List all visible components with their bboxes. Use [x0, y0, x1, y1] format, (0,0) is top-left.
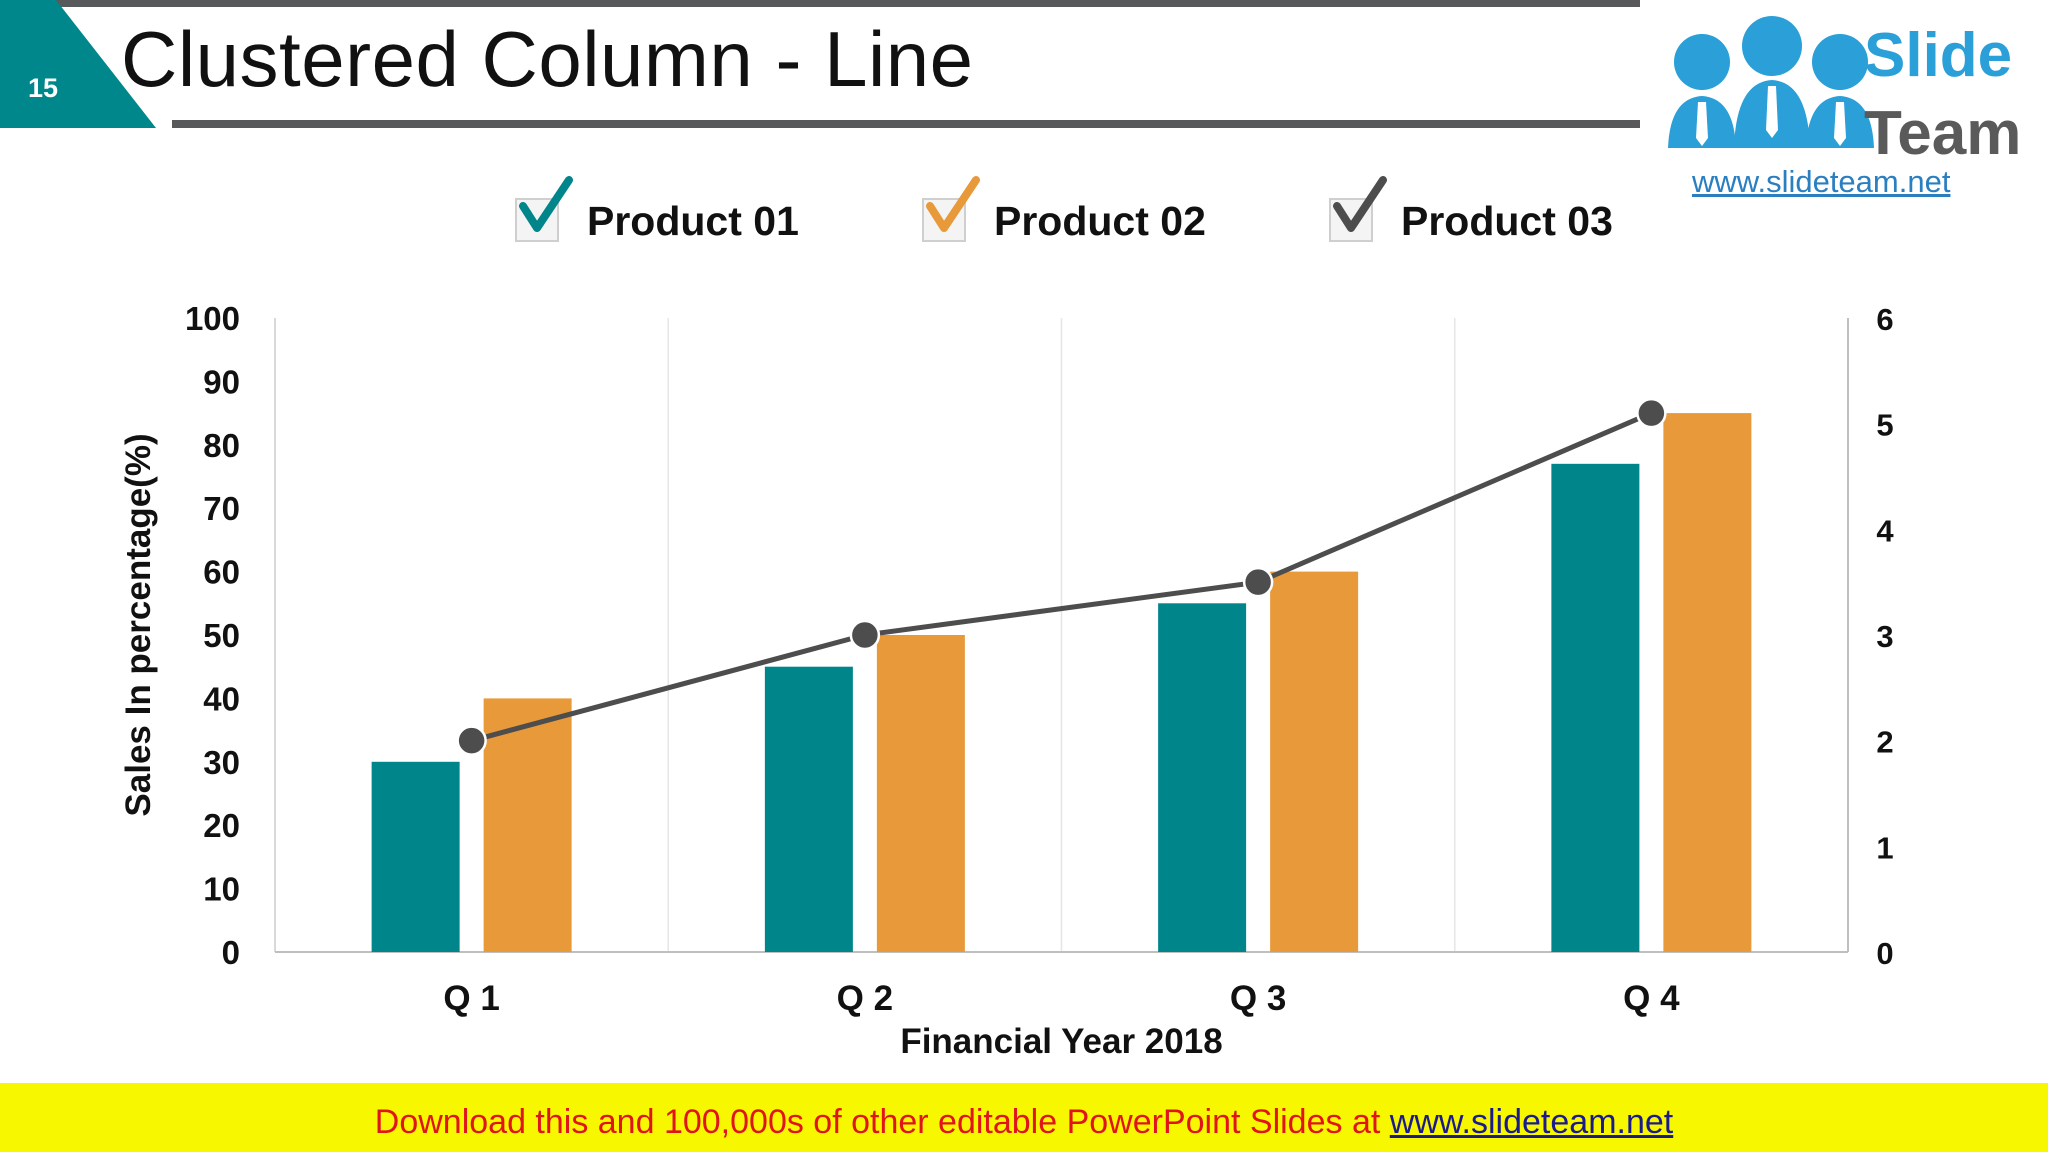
slideteam-logo: Slide Team www.slideteam.net — [1640, 0, 2048, 206]
y-tick-label: 20 — [203, 807, 240, 844]
banner-message: Download this and 100,000s of other edit… — [374, 1103, 1390, 1141]
logo-url-link[interactable]: www.slideteam.net — [1692, 164, 1951, 199]
x-tick-label: Q 2 — [837, 979, 893, 1018]
y2-tick-label: 1 — [1876, 830, 1893, 865]
y2-tick-label: 6 — [1876, 302, 1893, 337]
legend-label: Product 01 — [587, 198, 799, 244]
checkmark-icon — [519, 176, 573, 232]
checkmark-icon — [926, 176, 980, 232]
bar-product-02 — [483, 698, 572, 952]
y-tick-label: 0 — [222, 934, 240, 971]
bar-product-01 — [371, 761, 460, 952]
y-tick-label: 60 — [203, 554, 240, 591]
slide-number: 15 — [28, 73, 59, 103]
x-tick-label: Q 4 — [1623, 979, 1680, 1018]
line-point — [1242, 566, 1274, 598]
bar-product-01 — [1551, 463, 1640, 952]
x-axis-title: Financial Year 2018 — [900, 1022, 1222, 1061]
y-tick-label: 70 — [203, 490, 240, 527]
y-tick-label: 10 — [203, 871, 240, 908]
bar-product-02 — [876, 635, 965, 952]
y2-tick-label: 2 — [1876, 725, 1893, 760]
bar-product-01 — [1158, 603, 1247, 952]
download-banner — [0, 1083, 2048, 1152]
y2-tick-label: 5 — [1876, 408, 1893, 443]
top-rule — [28, 0, 1640, 7]
x-tick-label: Q 3 — [1230, 979, 1286, 1018]
logo-text-team: Team — [1864, 99, 2022, 168]
y-tick-label: 40 — [203, 680, 240, 717]
line-point — [1636, 397, 1667, 429]
title-rule — [172, 120, 1640, 128]
y2-tick-label: 4 — [1876, 513, 1894, 548]
y-tick-label: 100 — [185, 300, 240, 337]
y-axis-title: Sales In percentage(%) — [119, 433, 158, 816]
bar-product-02 — [1663, 413, 1752, 953]
y-tick-label: 90 — [203, 363, 240, 400]
legend-label: Product 02 — [994, 198, 1206, 244]
clustered-column-line-chart: 0 10 20 30 40 50 60 70 80 90 100 0 1 2 3 4 5 6 Q 1 Q 2 Q 3 Q … — [119, 300, 1894, 1061]
bar-product-01 — [764, 666, 853, 952]
people-icon — [1668, 16, 1874, 148]
line-point — [849, 619, 881, 651]
y2-tick-label: 0 — [1876, 936, 1893, 971]
line-product-03 — [470, 410, 1653, 744]
y-tick-label: 30 — [203, 744, 240, 781]
checkmark-icon — [1333, 176, 1387, 232]
logo-text-slide: Slide — [1864, 21, 2013, 90]
bar-product-02 — [1270, 571, 1359, 952]
x-tick-label: Q 1 — [443, 979, 499, 1018]
legend-label: Product 03 — [1401, 198, 1613, 244]
slide-number-tab — [0, 0, 156, 128]
y-tick-label: 80 — [203, 427, 240, 464]
banner-link[interactable]: www.slideteam.net — [1389, 1103, 1674, 1141]
y-tick-label: 50 — [203, 617, 240, 654]
line-point — [456, 725, 487, 756]
download-banner-text: Download this and 100,000s of other edit… — [0, 1103, 2048, 1142]
slide-title: Clustered Column - Line — [121, 15, 974, 103]
y2-tick-label: 3 — [1876, 619, 1893, 654]
